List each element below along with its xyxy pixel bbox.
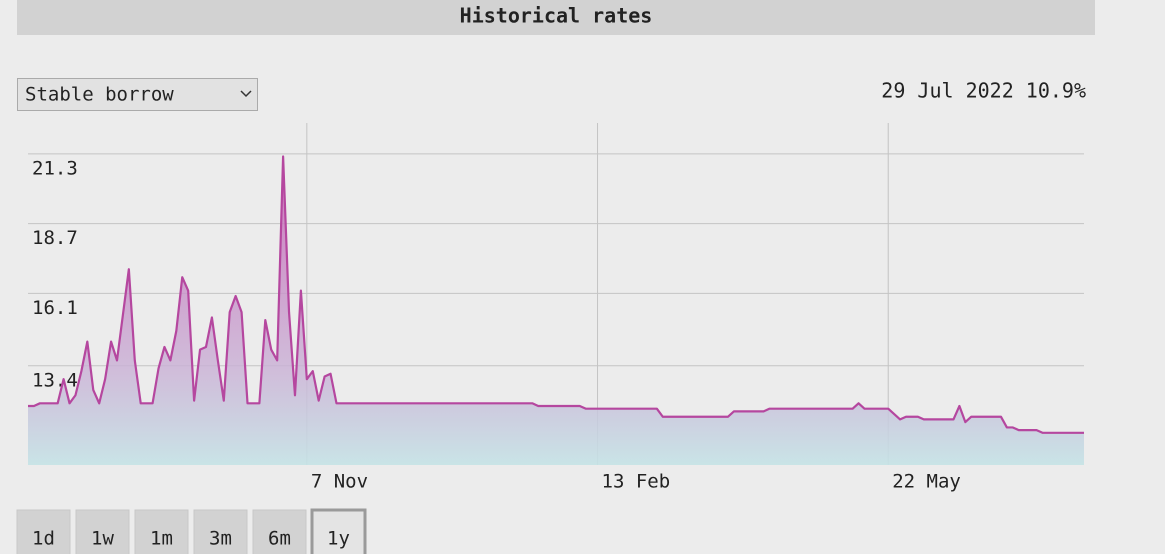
select-chevron — [240, 90, 252, 98]
area-fill — [28, 156, 1084, 465]
header-bar — [17, 0, 1095, 35]
button-label: 1w — [91, 528, 114, 550]
chart: 13.4 16.1 18.7 21.3 7 Nov 13 Feb 22 May — [28, 123, 1084, 493]
y-tick-label: 21.3 — [32, 157, 78, 179]
x-tick-label: 7 Nov — [311, 471, 368, 493]
range-button[interactable]: 3m — [193, 509, 248, 554]
range-buttons: 1d 1w 1m 3m 6m 1y — [16, 508, 367, 554]
header-title: Historical rates — [460, 4, 653, 28]
y-tick-label: 13.4 — [32, 369, 78, 391]
button-bg — [134, 509, 189, 554]
range-button[interactable]: 1d — [16, 509, 71, 554]
button-label: 1y — [327, 528, 350, 550]
rate-line — [28, 155, 1084, 434]
button-label: 1m — [150, 528, 173, 550]
button-bg — [310, 508, 367, 554]
y-tick-label: 16.1 — [32, 297, 78, 319]
range-button[interactable]: 1w — [75, 509, 130, 554]
rate-select[interactable]: Stable borrow — [17, 78, 258, 111]
button-label: 3m — [209, 528, 232, 550]
readout: 29 Jul 2022 10.9% — [881, 79, 1086, 103]
button-bg — [252, 509, 307, 554]
x-tick-label: 22 May — [892, 471, 961, 493]
select-label: Stable borrow — [25, 84, 174, 106]
range-button[interactable]: 6m — [252, 509, 307, 554]
button-bg — [16, 509, 71, 554]
y-tick-label: 18.7 — [32, 227, 78, 249]
x-tick-label: 13 Feb — [602, 471, 671, 493]
button-bg — [75, 509, 130, 554]
button-label: 1d — [32, 528, 55, 550]
button-label: 6m — [268, 528, 291, 550]
range-button[interactable]: 1m — [134, 509, 189, 554]
button-bg — [193, 509, 248, 554]
range-button[interactable]: 1y — [310, 508, 367, 554]
